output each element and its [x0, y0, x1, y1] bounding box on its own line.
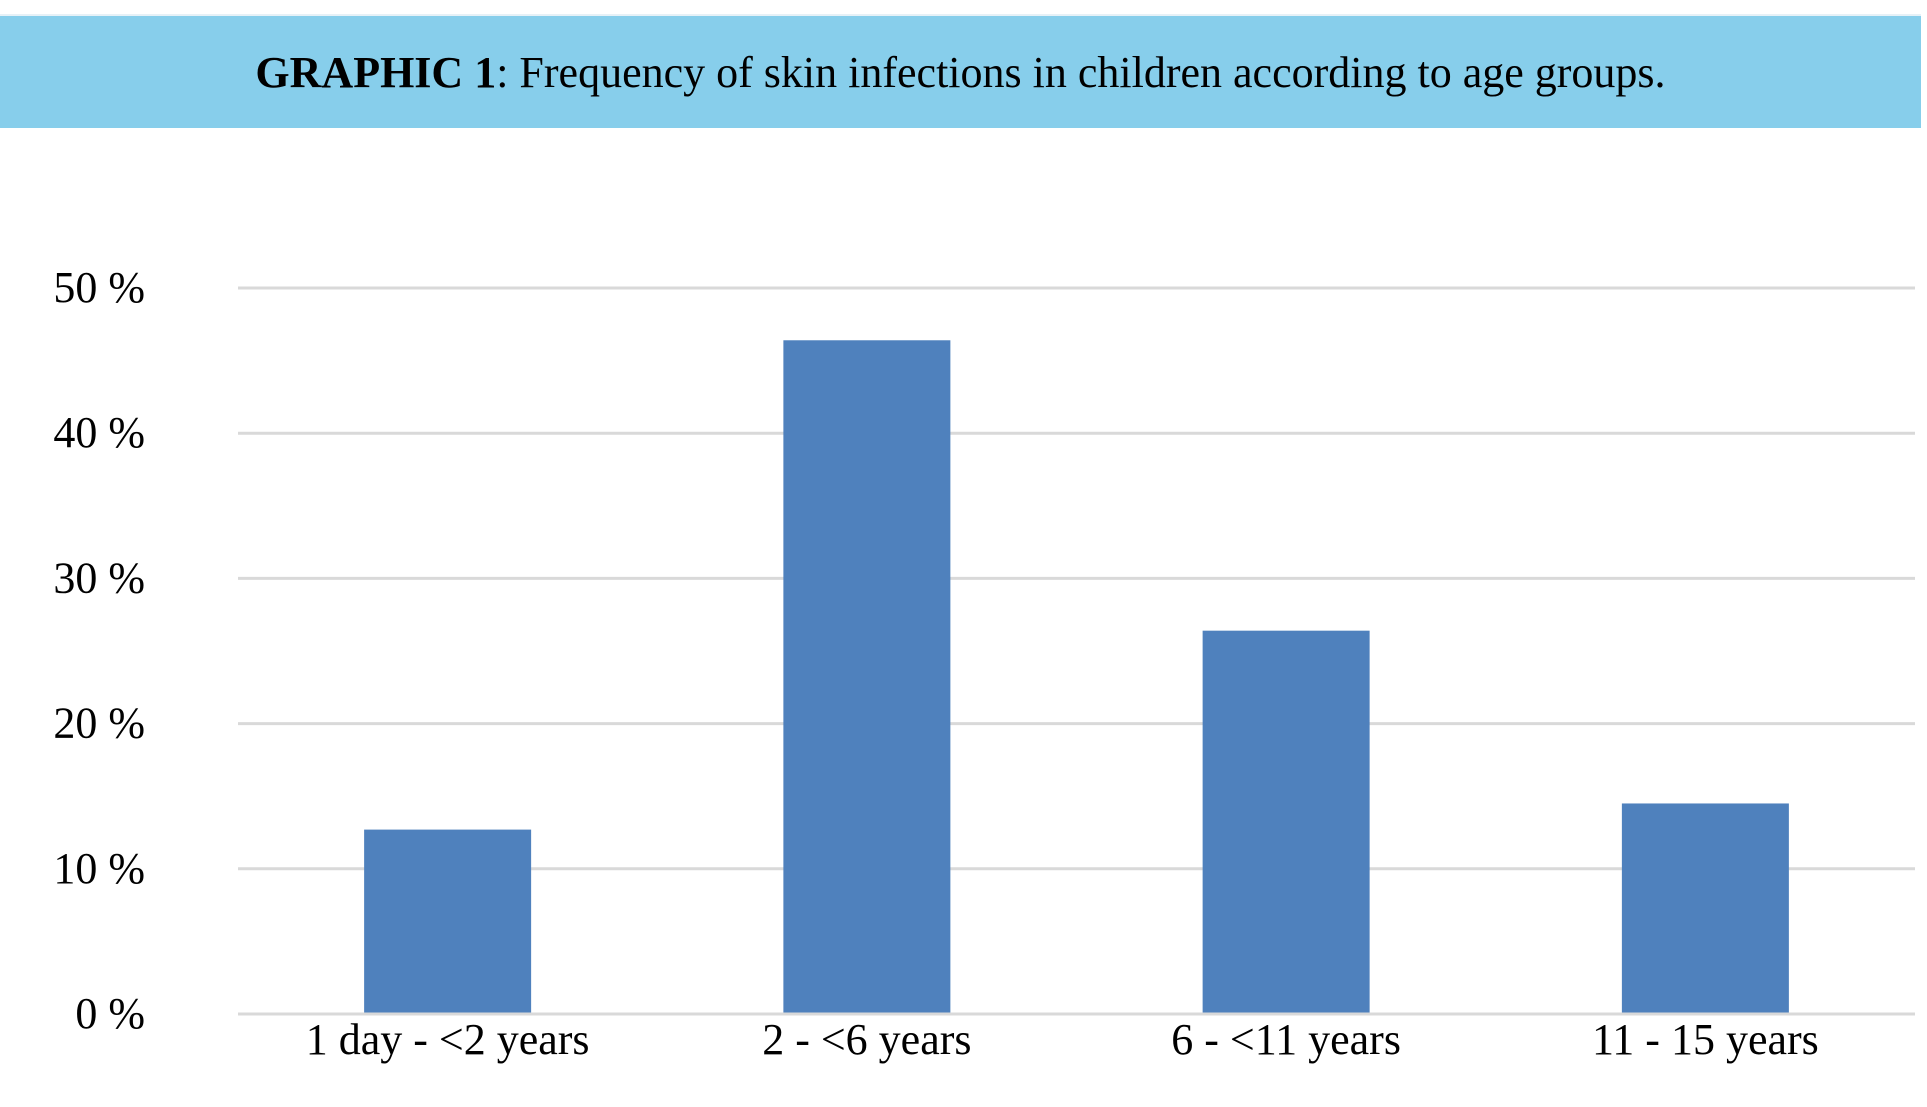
bar-3 [1202, 630, 1370, 1014]
chart-title-prefix: GRAPHIC 1 [255, 47, 497, 97]
x-tick-label: 6 - <11 years [1171, 1015, 1401, 1064]
y-tick-label: 20 % [53, 699, 145, 748]
y-tick-label: 10 % [53, 844, 145, 893]
chart-title-banner: GRAPHIC 1: Frequency of skin infections … [0, 14, 1921, 128]
y-tick-label: 30 % [53, 553, 145, 602]
y-tick-label: 40 % [53, 408, 145, 457]
y-tick-label: 0 % [75, 989, 145, 1038]
bar-4 [1621, 803, 1789, 1014]
x-tick-label: 1 day - <2 years [306, 1015, 590, 1064]
y-tick-label: 50 % [53, 263, 145, 312]
bar-2 [783, 340, 951, 1015]
x-tick-label: 2 - <6 years [762, 1015, 971, 1064]
x-tick-label: 11 - 15 years [1592, 1015, 1819, 1064]
chart-title-text: : Frequency of skin infections in childr… [496, 47, 1666, 97]
bar-1 [364, 829, 532, 1014]
